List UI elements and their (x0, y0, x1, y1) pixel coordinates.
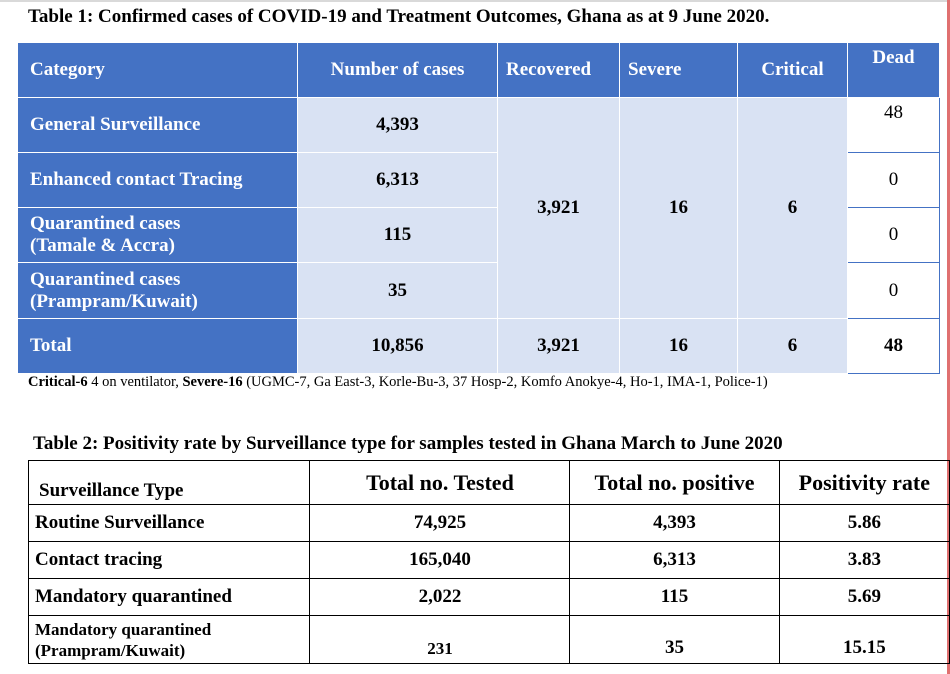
header-severe: Severe (619, 42, 738, 98)
header-critical: Critical (737, 42, 848, 98)
type-cell: Routine Surveillance (27, 504, 311, 542)
cases-cell: 115 (297, 207, 498, 263)
dead-cell: 0 (847, 152, 940, 208)
table2-header-row: Surveillance Type Total no. Tested Total… (27, 460, 950, 505)
table2-row: Mandatory quarantined (Prampram/Kuwait) … (27, 615, 950, 664)
header-positivity-rate: Positivity rate (778, 460, 950, 505)
category-cell: Quarantined cases (Prampram/Kuwait) (17, 262, 298, 319)
frame-top-border (0, 0, 950, 2)
table2-title: Table 2: Positivity rate by Surveillance… (33, 433, 783, 454)
total-cases: 10,856 (297, 318, 498, 374)
header-total-tested: Total no. Tested (309, 460, 571, 505)
table1-row: Enhanced contact Tracing 6,313 0 (17, 152, 940, 208)
rate-cell: 5.69 (778, 578, 950, 616)
header-category: Category (17, 42, 298, 98)
category-line1: Quarantined cases (30, 213, 181, 234)
cases-cell: 4,393 (297, 97, 498, 153)
table1-total-row: Total 10,856 3,921 16 6 48 (17, 318, 940, 374)
note-severe-label: Severe-16 (182, 374, 243, 390)
header-number-of-cases: Number of cases (297, 42, 498, 98)
table1-covid-cases: Category Number of cases Recovered Sever… (17, 42, 940, 374)
category-cell: General Surveillance (17, 97, 298, 153)
tested-cell: 231 (309, 615, 571, 664)
table2-row: Contact tracing 165,040 6,313 3.83 (27, 541, 950, 579)
total-critical: 6 (737, 318, 848, 374)
positive-cell: 6,313 (569, 541, 780, 579)
cases-cell: 35 (297, 262, 498, 319)
tested-cell: 165,040 (309, 541, 571, 579)
rate-cell: 15.15 (778, 615, 950, 664)
note-critical-text: 4 on ventilator, (87, 374, 183, 390)
type-cell: Mandatory quarantined (Prampram/Kuwait) (27, 615, 311, 664)
dead-cell: 48 (847, 97, 940, 153)
type-cell: Mandatory quarantined (27, 578, 311, 616)
rate-cell: 5.86 (778, 504, 950, 542)
tested-cell: 2,022 (309, 578, 571, 616)
header-dead: Dead (847, 42, 940, 98)
total-severe: 16 (619, 318, 738, 374)
category-line1: Quarantined cases (30, 268, 181, 290)
header-recovered: Recovered (497, 42, 620, 98)
category-cell: Quarantined cases (Tamale & Accra) (17, 207, 298, 263)
header-surveillance-type: Surveillance Type (27, 460, 311, 505)
note-severe-text: (UGMC-7, Ga East-3, Korle-Bu-3, 37 Hosp-… (242, 374, 768, 390)
category-line2: (Tamale & Accra) (30, 235, 175, 256)
total-dead: 48 (847, 318, 940, 374)
rate-cell: 3.83 (778, 541, 950, 579)
table1-row: Quarantined cases (Prampram/Kuwait) 35 0 (17, 262, 940, 319)
table1-header-row: Category Number of cases Recovered Sever… (17, 42, 940, 98)
type-line1: Mandatory quarantined (35, 619, 212, 639)
frame-right-border (947, 0, 950, 674)
category-line2: (Prampram/Kuwait) (30, 290, 198, 312)
table1-title: Table 1: Confirmed cases of COVID-19 and… (28, 6, 770, 27)
total-label: Total (17, 318, 298, 374)
category-cell: Enhanced contact Tracing (17, 152, 298, 208)
positive-cell: 115 (569, 578, 780, 616)
critical-merged-cell: 6 (737, 97, 848, 319)
positive-cell: 35 (569, 615, 780, 664)
type-cell: Contact tracing (27, 541, 311, 579)
total-recovered: 3,921 (497, 318, 620, 374)
dead-cell: 0 (847, 262, 940, 319)
table2-row: Mandatory quarantined 2,022 115 5.69 (27, 578, 950, 616)
table2-positivity-rate: Surveillance Type Total no. Tested Total… (27, 460, 950, 664)
severe-merged-cell: 16 (619, 97, 738, 319)
recovered-merged-cell: 3,921 (497, 97, 620, 319)
note-critical-label: Critical-6 (28, 374, 88, 390)
type-line2: (Prampram/Kuwait) (35, 640, 186, 660)
table1-row: Quarantined cases (Tamale & Accra) 115 0 (17, 207, 940, 263)
table1-row: General Surveillance 4,393 3,921 16 6 48 (17, 97, 940, 319)
positive-cell: 4,393 (569, 504, 780, 542)
dead-cell: 0 (847, 207, 940, 263)
header-total-positive: Total no. positive (569, 460, 780, 505)
tested-cell: 74,925 (309, 504, 571, 542)
table2-row: Routine Surveillance 74,925 4,393 5.86 (27, 504, 950, 542)
table1-footnote: Critical-6 4 on ventilator, Severe-16 (U… (28, 374, 768, 391)
cases-cell: 6,313 (297, 152, 498, 208)
